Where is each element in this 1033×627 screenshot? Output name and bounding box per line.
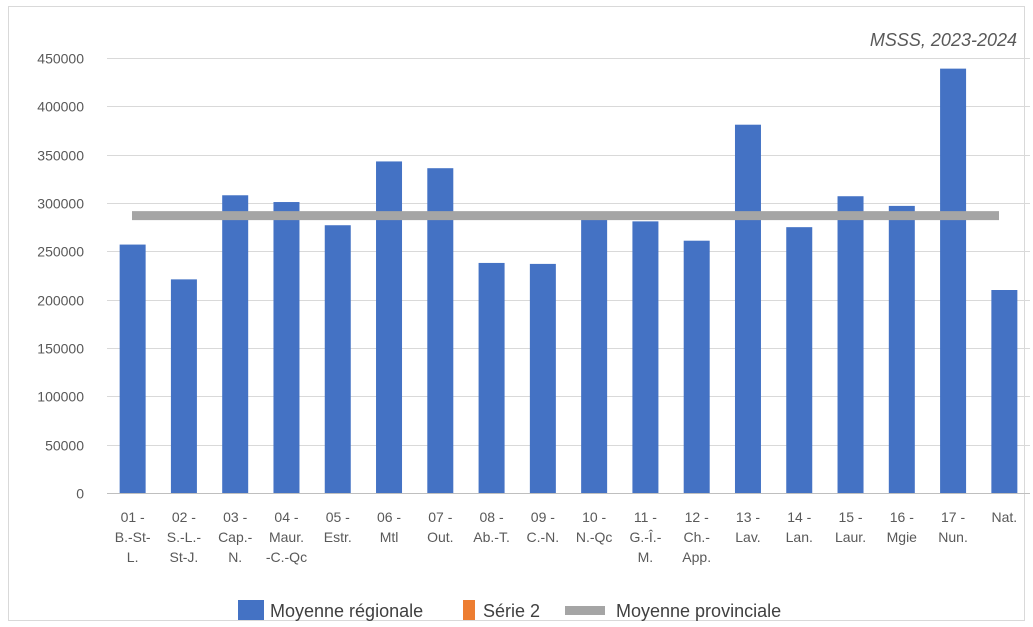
x-tick-label: Out.: [427, 529, 453, 545]
x-tick-label: Laur.: [835, 529, 866, 545]
x-tick-label: 03 -: [223, 509, 247, 525]
x-tick-label: 02 -: [172, 509, 196, 525]
bar: [529, 263, 556, 493]
bar: [273, 202, 300, 494]
x-tick-label: Mtl: [380, 529, 399, 545]
x-tick-label: Maur.: [269, 529, 304, 545]
y-tick-label: 0: [76, 486, 84, 502]
y-tick-label: 300000: [37, 196, 84, 212]
x-tick-label: 17 -: [941, 509, 965, 525]
bar: [170, 279, 197, 493]
x-tick-label: Cap.-: [218, 529, 253, 545]
x-tick-label: Nun.: [938, 529, 968, 545]
bar: [632, 221, 659, 493]
y-tick-label: 450000: [37, 51, 84, 67]
bar: [427, 168, 454, 493]
bar: [837, 196, 864, 493]
bar-series: [119, 68, 1018, 494]
bar: [940, 68, 967, 493]
x-tick-label: 08 -: [480, 509, 504, 525]
legend-label: Série 2: [483, 601, 540, 621]
y-tick-label: 50000: [45, 438, 84, 454]
bar: [119, 244, 146, 493]
x-tick-label: 06 -: [377, 509, 401, 525]
x-tick-label: -C.-Qc: [266, 549, 307, 565]
chart-annotation: MSSS, 2023-2024: [870, 30, 1017, 50]
legend-swatch: [463, 600, 475, 620]
x-tick-label: 15 -: [838, 509, 862, 525]
y-tick-label: 400000: [37, 99, 84, 115]
x-tick-label: M.: [638, 549, 654, 565]
legend: Moyenne régionale Série 2 Moyenne provinci…: [238, 600, 781, 621]
bar: [786, 227, 813, 493]
bar: [683, 240, 710, 493]
gridlines: [107, 58, 1030, 494]
y-tick-label: 100000: [37, 389, 84, 405]
x-tick-label: L.: [127, 549, 139, 565]
x-tick-label: 05 -: [326, 509, 350, 525]
x-tick-label: Ab.-T.: [473, 529, 510, 545]
x-tick-label: 16 -: [890, 509, 914, 525]
x-tick-label: N.-Qc: [576, 529, 613, 545]
x-tick-label: 04 -: [274, 509, 298, 525]
x-tick-label: Mgie: [887, 529, 918, 545]
x-tick-label: Ch.-: [683, 529, 710, 545]
x-tick-label: 12 -: [685, 509, 709, 525]
y-tick-label: 200000: [37, 293, 84, 309]
y-axis: 0 50000 100000 150000 200000 250000 300000 3500…: [37, 51, 84, 502]
x-tick-label: App.: [682, 549, 711, 565]
x-tick-label: Nat.: [992, 509, 1018, 525]
x-tick-label: S.-L.-: [167, 529, 202, 545]
x-tick-label: 09 -: [531, 509, 555, 525]
y-tick-label: 350000: [37, 148, 84, 164]
x-tick-label: C.-N.: [527, 529, 560, 545]
x-tick-label: G.-Î.-: [629, 529, 661, 545]
x-tick-label: B.-St-: [115, 529, 151, 545]
legend-label: Moyenne régionale: [270, 601, 423, 621]
bar: [222, 195, 249, 493]
y-tick-label: 250000: [37, 244, 84, 260]
x-tick-label: 11 -: [634, 509, 657, 525]
chart-frame: [8, 6, 1025, 621]
x-tick-label: Estr.: [324, 529, 352, 545]
bar: [734, 124, 761, 493]
x-tick-label: 13 -: [736, 509, 760, 525]
bar: [888, 205, 915, 493]
legend-label: Moyenne provinciale: [616, 601, 781, 621]
x-tick-label: 10 -: [582, 509, 606, 525]
legend-swatch: [565, 606, 605, 615]
x-axis: 01 - B.-St- L. 02 - S.-L.- St-J. 03 - Cap.- N. 04…: [115, 509, 1017, 565]
x-tick-label: 01 -: [121, 509, 145, 525]
x-tick-label: St-J.: [170, 549, 199, 565]
x-tick-label: 07 -: [428, 509, 452, 525]
x-tick-label: Lav.: [735, 529, 760, 545]
bar: [324, 225, 351, 493]
x-tick-label: Lan.: [786, 529, 813, 545]
x-tick-label: N.: [228, 549, 242, 565]
bar: [581, 218, 608, 493]
y-tick-label: 150000: [37, 341, 84, 357]
x-tick-label: 14 -: [787, 509, 811, 525]
bar: [478, 262, 505, 493]
legend-swatch: [238, 600, 264, 620]
bar: [991, 290, 1018, 493]
